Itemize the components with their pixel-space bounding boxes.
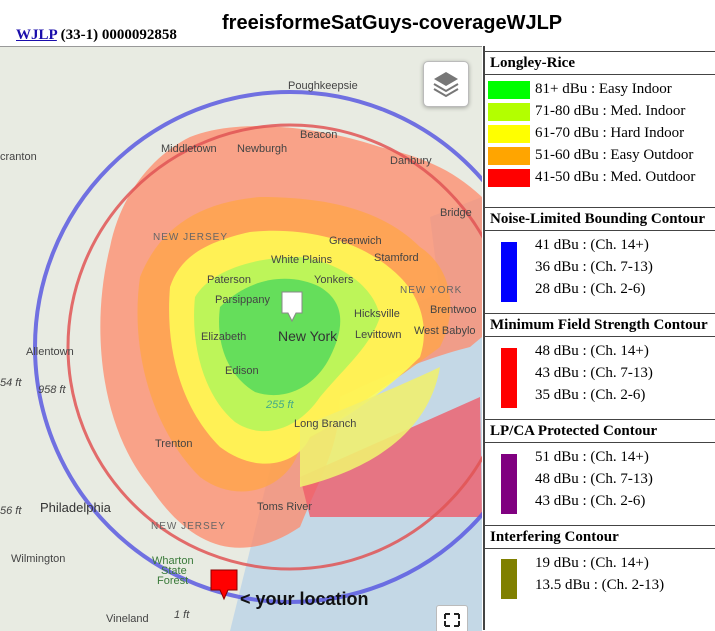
- legend-item: 48 dBu : (Ch. 7-13): [535, 471, 653, 487]
- elevation-label: 1 ft: [174, 609, 190, 621]
- legend-swatch: [488, 125, 530, 143]
- legend-item: 36 dBu : (Ch. 7-13): [535, 259, 653, 275]
- place-label: Long Branch: [294, 418, 357, 430]
- legend-item: 51-60 dBu : Easy Outdoor: [485, 145, 715, 167]
- legend-item: 71-80 dBu : Med. Indoor: [485, 101, 715, 123]
- min-field-section: 48 dBu : (Ch. 14+) 43 dBu : (Ch. 7-13) 3…: [485, 337, 715, 419]
- park-label: Wharton: [152, 555, 194, 567]
- place-label: Wilmington: [11, 553, 66, 565]
- place-label: Stamford: [374, 252, 419, 264]
- legend-swatch: [488, 81, 530, 99]
- place-label: Greenwich: [329, 235, 382, 247]
- min-field-swatch: [501, 348, 517, 408]
- noise-limited-section: 41 dBu : (Ch. 14+) 36 dBu : (Ch. 7-13) 2…: [485, 231, 715, 313]
- state-label: NEW JERSEY: [153, 232, 229, 243]
- layers-button[interactable]: [423, 61, 469, 107]
- map-canvas: [33, 90, 482, 631]
- easy-indoor-coverage: [219, 278, 341, 396]
- park-label: Forest: [157, 575, 189, 587]
- legend-heading-interfering: Interfering Contour: [485, 525, 715, 549]
- lpca-section: 51 dBu : (Ch. 14+) 48 dBu : (Ch. 7-13) 4…: [485, 443, 715, 525]
- callsign-link[interactable]: WJLP: [16, 27, 57, 43]
- legend-swatch: [488, 103, 530, 121]
- place-label: cranton: [0, 151, 37, 163]
- place-label: Middletown: [161, 143, 217, 155]
- legend-heading-longley-rice: Longley-Rice: [485, 51, 715, 75]
- noise-limited-swatch: [501, 242, 517, 302]
- place-label: Newburgh: [237, 143, 288, 155]
- place-label: Elizabeth: [201, 331, 247, 343]
- place-label-major: Philadelphia: [40, 500, 111, 515]
- place-label: Hicksville: [354, 308, 400, 320]
- place-label: Toms River: [257, 501, 313, 513]
- legend-item-label: 61-70 dBu : Hard Indoor: [535, 125, 685, 141]
- legend-item: 28 dBu : (Ch. 2-6): [535, 281, 646, 297]
- state-label: NEW YORK: [400, 285, 463, 296]
- legend-item-label: 51-60 dBu : Easy Outdoor: [535, 147, 694, 163]
- legend-swatch: [488, 169, 530, 187]
- place-label: Edison: [225, 365, 259, 377]
- legend-item: 43 dBu : (Ch. 2-6): [535, 493, 646, 509]
- legend-item: 13.5 dBu : (Ch. 2-13): [535, 577, 665, 593]
- park-label: State: [161, 565, 187, 577]
- your-location-label: < your location: [240, 589, 369, 609]
- legend-item: 19 dBu : (Ch. 14+): [535, 555, 649, 571]
- fullscreen-icon: [444, 613, 460, 627]
- place-label: Poughkeepsie: [288, 80, 358, 92]
- legend-item-label: 41-50 dBu : Med. Outdoor: [535, 169, 696, 185]
- legend-item: 41 dBu : (Ch. 14+): [535, 237, 649, 253]
- longley-rice-list: 81+ dBu : Easy Indoor 71-80 dBu : Med. In…: [485, 75, 715, 207]
- elevation-label: 255 ft: [266, 399, 294, 411]
- min-field-ring: [66, 123, 482, 571]
- place-label: Beacon: [300, 129, 338, 141]
- legend-heading-lpca: LP/CA Protected Contour: [485, 419, 715, 443]
- place-label: Danbury: [390, 155, 432, 167]
- place-label-major: New York: [278, 328, 338, 344]
- noise-limited-ring: [33, 90, 482, 604]
- elevation-label: 54 ft: [0, 377, 22, 389]
- place-label: Parsippany: [215, 294, 271, 306]
- lpca-swatch: [501, 454, 517, 514]
- legend-panel: Longley-Rice 81+ dBu : Easy Indoor 71-80 …: [483, 46, 715, 630]
- station-marker-icon[interactable]: [281, 291, 303, 323]
- legend-item: 43 dBu : (Ch. 7-13): [535, 365, 653, 381]
- elevation-label: 56 ft: [0, 505, 22, 517]
- legend-item: 61-70 dBu : Hard Indoor: [485, 123, 715, 145]
- hard-indoor-coverage-east: [300, 367, 440, 487]
- legend-heading-min-field: Minimum Field Strength Contour: [485, 313, 715, 337]
- place-label: Paterson: [207, 274, 252, 286]
- legend-item: 41-50 dBu : Med. Outdoor: [485, 167, 715, 189]
- legend-item-label: 71-80 dBu : Med. Indoor: [535, 103, 686, 119]
- layers-icon: [433, 72, 459, 98]
- place-label: Brentwoo: [430, 304, 477, 316]
- legend-item-label: 81+ dBu : Easy Indoor: [535, 81, 672, 97]
- station-id: (33-1) 0000092858: [60, 27, 177, 43]
- legend-item: 35 dBu : (Ch. 2-6): [535, 387, 646, 403]
- place-label: White Plains: [271, 254, 333, 266]
- legend-item: 48 dBu : (Ch. 14+): [535, 343, 649, 359]
- legend-swatch: [488, 147, 530, 165]
- interfering-swatch: [501, 559, 517, 599]
- station-info: WJLP (33-1) 0000092858: [16, 27, 177, 44]
- place-label: Trenton: [155, 438, 193, 450]
- place-label: Allentown: [26, 346, 74, 358]
- place-label: Levittown: [355, 329, 402, 341]
- place-label: West Babylo: [414, 325, 476, 337]
- coverage-map[interactable]: Poughkeepsie cranton Beacon Middletown N…: [0, 46, 482, 631]
- location-marker-icon[interactable]: [210, 569, 238, 601]
- elevation-label: 958 ft: [38, 384, 66, 396]
- header: WJLP (33-1) 0000092858 freeisformeSatGuy…: [0, 0, 715, 46]
- outdoor-coverage-east: [300, 397, 482, 517]
- page-title: freeisformeSatGuys-coverageWJLP: [222, 12, 563, 34]
- legend-item: 51 dBu : (Ch. 14+): [535, 449, 649, 465]
- place-label: Vineland: [106, 613, 149, 625]
- place-label: Yonkers: [314, 274, 354, 286]
- fullscreen-button[interactable]: [436, 605, 468, 631]
- state-label: NEW JERSEY: [151, 521, 227, 532]
- legend-item: 81+ dBu : Easy Indoor: [485, 79, 715, 101]
- interfering-section: 19 dBu : (Ch. 14+) 13.5 dBu : (Ch. 2-13): [485, 549, 715, 619]
- place-label: Bridge: [440, 207, 472, 219]
- legend-heading-noise-limited: Noise-Limited Bounding Contour: [485, 207, 715, 231]
